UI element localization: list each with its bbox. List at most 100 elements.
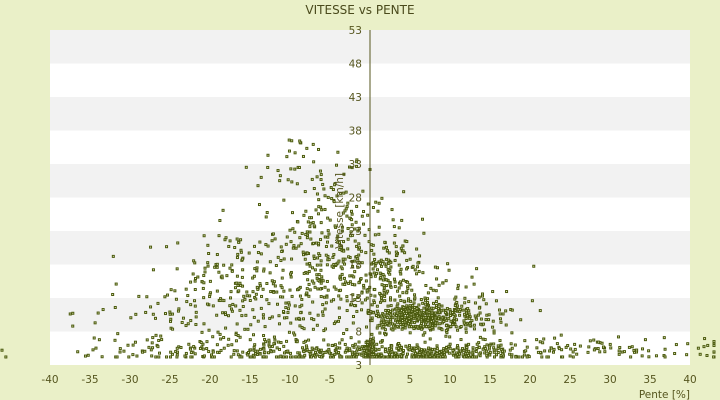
data-point [445,346,449,350]
data-point [458,352,462,356]
data-point [422,306,426,310]
data-point [416,261,420,265]
data-point [379,261,383,265]
data-point [233,246,237,250]
data-point [705,354,709,358]
data-point [416,325,420,329]
data-point [308,230,312,234]
data-point [261,316,265,320]
data-point [131,353,135,357]
data-point [333,343,337,347]
data-point [434,321,438,325]
data-point [549,346,553,350]
data-point [616,335,620,339]
data-point [392,225,396,229]
data-point [463,301,467,305]
data-point [400,218,404,222]
data-point [519,318,523,322]
data-point [627,345,631,349]
data-point [215,289,219,293]
data-point [464,327,468,331]
data-point [137,294,141,298]
data-point [248,338,252,342]
data-point [378,271,382,275]
data-point [647,349,651,353]
data-point [431,316,435,320]
data-point [360,301,364,305]
data-point [309,355,313,359]
data-point [239,238,243,242]
data-point [238,335,242,339]
data-point [321,303,325,307]
data-point [302,327,306,331]
data-point [151,312,155,316]
data-point [408,331,412,335]
data-point [326,216,330,220]
data-point [290,180,294,184]
data-point [586,350,590,354]
data-point [371,355,375,359]
data-point [206,264,210,268]
data-point [377,225,381,229]
data-point [230,343,234,347]
data-point [377,232,381,236]
data-point [483,347,487,351]
data-point [235,256,239,260]
data-point [118,347,122,351]
data-point [388,281,392,285]
data-point [282,257,286,261]
data-point [194,323,198,327]
data-point [290,139,294,143]
data-point [351,321,355,325]
data-point [168,312,172,316]
data-point [319,355,323,359]
data-point [382,286,386,290]
data-point [329,186,333,190]
data-point [238,281,242,285]
data-point [436,266,440,270]
data-point [203,270,207,274]
data-point [383,350,387,354]
data-point [252,333,256,337]
data-point [430,326,434,330]
data-point [654,354,658,358]
data-point [216,350,220,354]
data-point [297,165,301,169]
data-point [254,352,258,356]
data-point [456,344,460,348]
data-point [357,246,361,250]
data-point [641,347,645,351]
data-point [375,313,379,317]
data-point [405,318,409,322]
data-point [401,351,405,355]
data-point [317,147,321,151]
data-point [703,337,707,341]
data-point [470,319,474,323]
data-point [696,346,700,350]
data-point [113,305,117,309]
data-point [328,218,332,222]
data-point [143,349,147,353]
data-point [317,205,321,209]
data-point [372,261,376,265]
data-point [387,323,391,327]
data-point [330,264,334,268]
data-point [388,268,392,272]
data-point [286,349,290,353]
data-point [401,244,405,248]
data-point [419,297,423,301]
data-point [287,138,291,142]
data-point [428,354,432,358]
data-point [357,261,361,265]
data-point [315,175,319,179]
data-point [316,212,320,216]
data-point [267,351,271,355]
data-point [487,345,491,349]
data-point [251,276,255,280]
data-point [228,304,232,308]
data-point [449,313,453,317]
data-point [160,338,164,342]
data-point [304,209,308,213]
data-point [299,242,303,246]
data-point [353,239,357,243]
